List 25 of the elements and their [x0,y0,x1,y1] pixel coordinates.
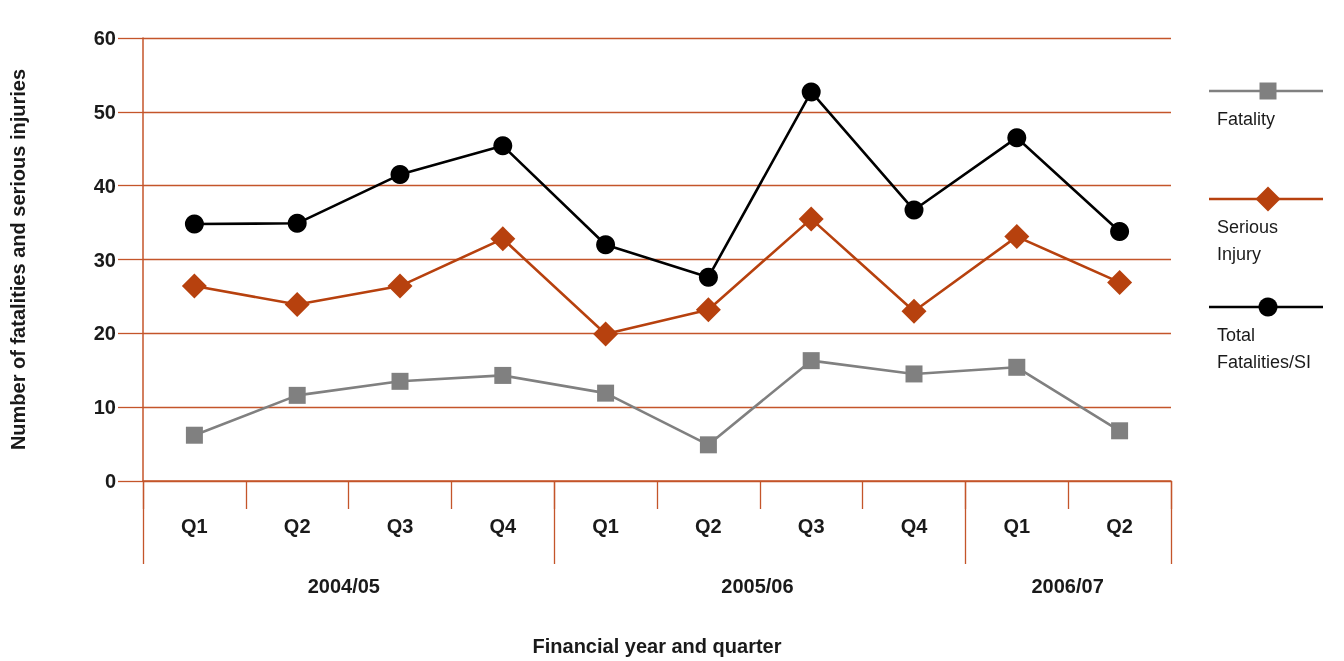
y-tick-label: 30 [93,248,116,271]
x-tick-label: Q1 [181,515,208,537]
x-axis-title: Financial year and quarter [532,635,782,657]
x-tick-label: Q3 [797,515,825,537]
legend-label: Serious Injury [1217,216,1284,264]
y-tick-label: 20 [93,322,116,345]
y-tick-label: 10 [93,396,116,419]
y-axis-title: Number of fatalities and serious injuries [7,68,29,451]
x-tick-label: Q2 [1106,515,1133,537]
x-tick-label: Q1 [1003,515,1031,537]
legend-label: Total Fatalities/SI [1217,324,1312,372]
x-tick-label: Q4 [900,515,929,537]
x-tick-label: Q4 [489,515,518,537]
x-tick-label: Q3 [386,515,414,537]
x-tick-label: Q2 [695,515,722,537]
y-tick-label: 40 [93,174,116,197]
y-tick-label: 50 [93,100,116,123]
text: 2006/07 [1031,575,1104,597]
x-tick-label: Q1 [592,515,619,537]
legend-label: Fatality [1217,108,1276,129]
y-tick-label: 60 [93,27,116,49]
x-tick-label: Q2 [283,515,311,537]
text: 2005/06 [721,575,794,597]
y-tick-label: 0 [104,470,116,492]
text: 2004/05 [307,575,380,597]
